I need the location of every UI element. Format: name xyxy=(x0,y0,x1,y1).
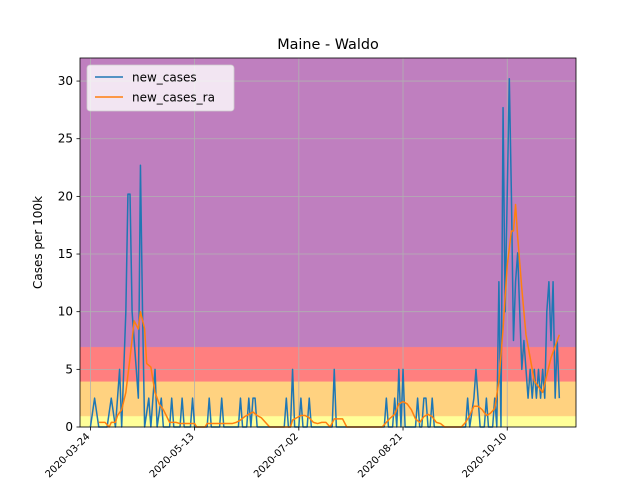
legend-box xyxy=(86,64,235,112)
plot-frame xyxy=(79,57,577,428)
x-tick-label: 2020-07-02 xyxy=(252,431,301,480)
x-tick-label: 2020-03-24 xyxy=(44,431,93,480)
y-tick-label: 15 xyxy=(58,247,73,261)
threshold-band-2 xyxy=(80,346,576,381)
legend-label-new_cases_ra: new_cases_ra xyxy=(132,91,215,105)
y-tick-label: 25 xyxy=(58,132,73,146)
y-tick-label: 30 xyxy=(58,74,73,88)
y-tick-label: 20 xyxy=(58,189,73,203)
threshold-band-0 xyxy=(80,415,576,427)
x-tick-label: 2020-05-13 xyxy=(148,431,197,480)
chart-title: Maine - Waldo xyxy=(277,37,379,53)
y-axis-label: Cases per 100k xyxy=(31,196,45,289)
legend: new_cases new_cases_ra xyxy=(86,64,235,112)
x-tick-label: 2020-10-10 xyxy=(460,431,509,480)
y-tick-label: 10 xyxy=(58,305,73,319)
legend-label-new_cases: new_cases xyxy=(132,71,197,85)
y-tick-label: 5 xyxy=(65,362,73,376)
x-tick-label: 2020-08-21 xyxy=(356,431,405,480)
y-tick-label: 0 xyxy=(65,420,73,434)
